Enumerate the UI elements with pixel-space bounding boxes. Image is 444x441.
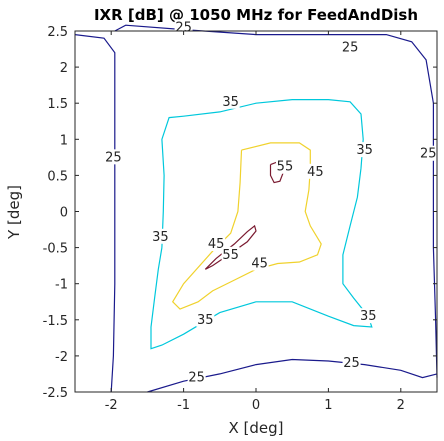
contour-label-background (196, 311, 215, 327)
contour-label-background (221, 93, 240, 109)
y-tick-label: 2.5 (47, 25, 68, 40)
contour-label-background (275, 158, 294, 174)
y-tick-label: -2 (55, 350, 68, 365)
y-tick-label: 2 (60, 61, 68, 76)
contour-35-line (150, 99, 373, 350)
chart-title: IXR [dB] @ 1050 MHz for FeedAndDish (94, 6, 418, 24)
contour-lines (74, 24, 438, 393)
contour-label-25: 25 (188, 371, 205, 386)
contour-label-background (151, 228, 170, 244)
x-tick-label: 2 (397, 398, 405, 413)
contour-label-background (187, 369, 206, 385)
contour-label-25: 25 (342, 41, 359, 56)
contour-label-background (250, 255, 269, 271)
y-tick-label: 1.5 (47, 97, 68, 112)
x-tick-label: 0 (252, 398, 260, 413)
contour-label-45: 45 (307, 165, 324, 180)
y-tick-label: -0.5 (43, 242, 68, 257)
contour-label-35: 35 (152, 230, 169, 245)
y-tick-label: 1 (60, 133, 68, 148)
contour-label-35: 35 (197, 313, 214, 328)
contour-label-35: 35 (360, 309, 377, 324)
x-axis: -2 -1 0 1 2 (105, 31, 405, 413)
contour-label-35: 35 (222, 95, 239, 110)
y-axis: -2.5 -2 -1.5 -1 -0.5 0 0.5 1 1.5 2 2.5 (43, 25, 437, 401)
y-tick-label: -2.5 (43, 386, 68, 401)
x-tick-label: -2 (105, 398, 118, 413)
contour-label-25: 25 (420, 147, 437, 162)
contour-label-background (341, 39, 360, 55)
x-tick-label: 1 (324, 398, 332, 413)
contour-label-background (342, 355, 361, 371)
contour-label-45: 45 (251, 256, 268, 271)
contour-label-background (355, 142, 374, 158)
contour-label-45: 45 (208, 237, 225, 252)
contour-label-25: 25 (175, 20, 192, 35)
y-tick-label: -1 (55, 278, 68, 293)
contour-label-background (359, 308, 378, 324)
contour-label-25: 25 (343, 356, 360, 371)
contour-label-55: 55 (222, 248, 239, 263)
y-tick-label: 0 (60, 206, 68, 221)
contour-label-background (419, 145, 438, 161)
contour-label-25: 25 (105, 150, 122, 165)
contour-label-background (207, 235, 226, 251)
y-tick-label: -1.5 (43, 314, 68, 329)
contour-label-background (221, 246, 240, 262)
y-axis-label: Y [deg] (5, 185, 23, 240)
contour-label-background (104, 149, 123, 165)
x-tick-label: -1 (177, 398, 190, 413)
plot-frame (74, 30, 438, 393)
y-tick-label: 0.5 (47, 169, 68, 184)
x-axis-label: X [deg] (228, 419, 283, 437)
contour-label-55: 55 (277, 160, 294, 175)
contour-label-background (306, 163, 325, 179)
contour-label-35: 35 (356, 143, 373, 158)
contour-45-line (171, 142, 322, 310)
contour-25-line (74, 34, 116, 393)
